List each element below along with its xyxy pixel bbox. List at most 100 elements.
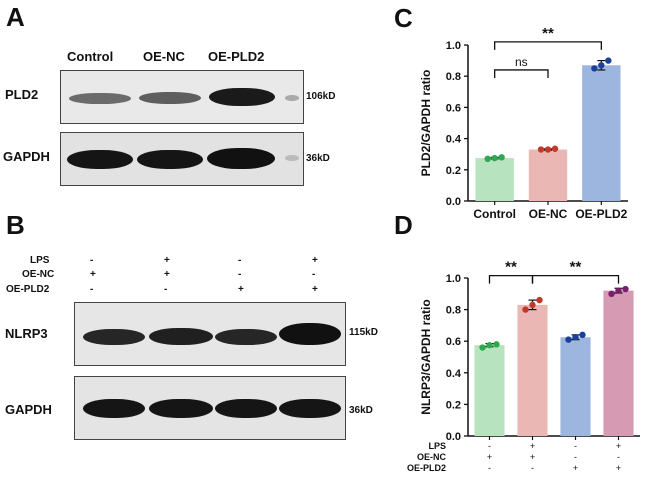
chart-d-ytick-label-5: 1.0 — [446, 273, 461, 285]
sign-oepld2-4: + — [312, 284, 318, 295]
chart-c-bar-2 — [582, 65, 621, 201]
chart-c-point-1-0 — [537, 146, 545, 153]
chart-d-point-3-1 — [615, 287, 622, 294]
chart-c-ylabel: PLD2/GAPDH ratio — [419, 70, 433, 177]
chart-c-ytick-label-5: 1.0 — [446, 40, 461, 52]
mw-36kd-a: 36kD — [306, 153, 330, 164]
chart-d-bar-1 — [517, 304, 548, 436]
band-gapdh-a-2 — [137, 150, 203, 169]
chart-c-xtick-label-0: Control — [473, 207, 516, 221]
band-pld2-faint — [285, 95, 299, 101]
chart-d-bar-2 — [560, 337, 591, 436]
band-nlrp3-4 — [279, 323, 341, 345]
chart-d-ylabel: NLRP3/GAPDH ratio — [419, 299, 433, 414]
chart-d-ytick-label-4: 0.8 — [446, 305, 461, 317]
cond-label-oe-pld2: OE-PLD2 — [6, 284, 50, 295]
chart-c-point-2-0 — [591, 65, 598, 72]
band-nlrp3-2 — [149, 328, 213, 345]
chart-c-ytick-label-0: 0.0 — [446, 196, 461, 208]
band-gapdh-b-1 — [83, 399, 145, 418]
chart-c-xtick-label-1: OE-NC — [529, 207, 568, 221]
chart-d-cond-sign-2-3: + — [616, 463, 621, 473]
blot-label-gapdh-a: GAPDH — [3, 149, 50, 164]
band-nlrp3-3 — [215, 329, 277, 345]
chart-d-cond-sign-0-1: + — [530, 441, 535, 451]
chart-c-sig-bracket-0 — [494, 41, 602, 50]
chart-c-ytick-label-2: 0.4 — [446, 134, 462, 146]
sign-oenc-3: - — [238, 269, 242, 280]
chart-d-ytick-label-1: 0.2 — [446, 399, 461, 411]
chart-c-point-0-0 — [484, 155, 491, 163]
chart-c-sig-label-1: ns — [515, 55, 528, 69]
chart-d-point-2-0 — [565, 336, 572, 343]
western-blot-pld2 — [60, 70, 304, 124]
sign-oepld2-1: - — [90, 284, 94, 295]
chart-d-point-3-0 — [608, 290, 615, 297]
chart-c-sig-label-0: ** — [542, 25, 554, 42]
mw-115kd: 115kD — [349, 327, 378, 338]
chart-d-cond-sign-0-2: - — [574, 441, 577, 451]
chart-d-bar-0 — [474, 345, 505, 436]
chart-d-sig-bracket-1 — [531, 274, 620, 284]
mw-36kd-b: 36kD — [349, 405, 373, 416]
chart-d-sig-bracket-0 — [488, 274, 534, 284]
band-gapdh-b-2 — [149, 399, 213, 418]
band-pld2-oe-pld2 — [209, 88, 275, 106]
chart-c-point-1-1 — [544, 146, 552, 153]
chart-d-cond-sign-1-2: - — [574, 452, 577, 462]
chart-d-cond-sign-2-1: - — [531, 463, 534, 473]
chart-d-point-1-0 — [522, 306, 529, 313]
cond-label-lps: LPS — [30, 255, 50, 266]
chart-c-point-2-2 — [605, 57, 612, 64]
blot-label-nlrp3: NLRP3 — [5, 326, 48, 341]
chart-d-cond-sign-1-3: - — [617, 452, 620, 462]
chart-c-point-2-1 — [598, 62, 605, 69]
blot-label-pld2: PLD2 — [5, 87, 39, 102]
western-blot-gapdh-a — [60, 132, 304, 186]
band-gapdh-a-3 — [207, 148, 275, 169]
chart-d-cond-sign-1-1: + — [530, 452, 535, 462]
chart-d-point-1-2 — [536, 296, 543, 304]
chart-d-cond-label-0: LPS — [428, 441, 446, 451]
lane-label-oe-nc: OE-NC — [143, 49, 185, 64]
sign-oepld2-3: + — [238, 284, 244, 295]
band-gapdh-b-4 — [279, 399, 341, 418]
sign-oenc-2: + — [164, 269, 170, 280]
chart-d-cond-sign-2-2: + — [573, 463, 578, 473]
chart-c-bar-0 — [475, 158, 514, 201]
chart-d-cond-label-1: OE-NC — [417, 452, 447, 462]
cond-label-oe-nc: OE-NC — [22, 269, 55, 280]
chart-d-ytick-label-2: 0.4 — [446, 368, 462, 380]
sign-lps-1: - — [90, 255, 94, 266]
western-blot-nlrp3 — [74, 302, 346, 366]
chart-d-cond-sign-0-0: - — [488, 441, 491, 451]
chart-d-point-0-2 — [493, 341, 500, 348]
chart-c-point-0-1 — [491, 154, 498, 162]
panel-d-label: D — [394, 210, 413, 240]
chart-c-ytick-label-4: 0.8 — [446, 71, 461, 83]
chart-d-cond-label-2: OE-PLD2 — [407, 463, 446, 473]
chart-d-point-1-1 — [529, 301, 536, 309]
sign-lps-2: + — [164, 255, 170, 266]
chart-d-cond-sign-0-3: + — [616, 441, 621, 451]
chart-c-point-0-2 — [498, 154, 505, 161]
panel-c-label: C — [394, 3, 413, 33]
sign-lps-4: + — [312, 255, 318, 266]
panel-b-label: B — [6, 210, 25, 240]
chart-d-cond-sign-2-0: - — [488, 463, 491, 473]
band-pld2-control — [69, 93, 131, 104]
lane-label-control: Control — [67, 49, 114, 64]
chart-c-bar-1 — [528, 149, 568, 201]
lane-label-oe-pld2: OE-PLD2 — [208, 49, 265, 64]
chart-d-point-3-2 — [622, 285, 629, 293]
sign-oenc-1: + — [90, 269, 96, 280]
chart-c-ytick-label-3: 0.6 — [446, 102, 461, 114]
western-blot-gapdh-b — [74, 376, 346, 440]
blot-label-gapdh-b: GAPDH — [5, 402, 52, 417]
band-nlrp3-1 — [83, 329, 145, 345]
sign-lps-3: - — [238, 255, 242, 266]
chart-c-ytick-label-1: 0.2 — [446, 165, 461, 177]
chart-d-ytick-label-3: 0.6 — [446, 336, 461, 348]
